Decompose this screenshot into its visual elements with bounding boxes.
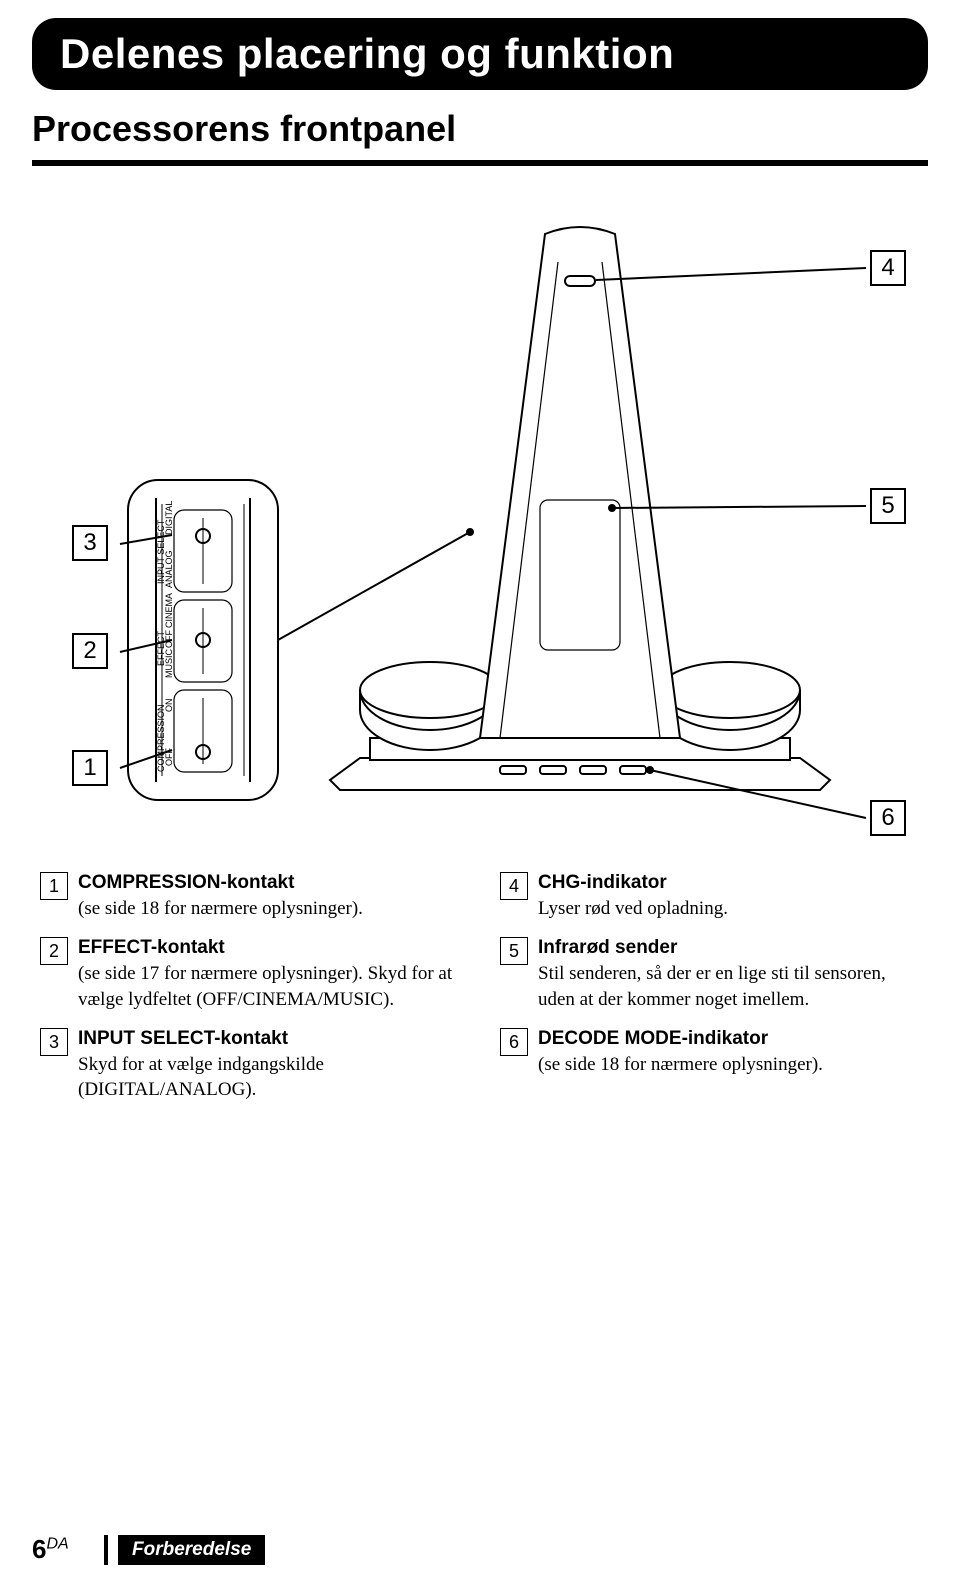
left-column: 1 COMPRESSION-kontakt (se side 18 for næ… (40, 870, 460, 1117)
right-column: 4 CHG-indikator Lyser rød ved opladning.… (500, 870, 920, 1117)
horizontal-rule (32, 160, 928, 166)
desc-body: Stil senderen, så der er en lige sti til… (538, 961, 920, 1012)
front-panel-diagram: ANALOG DIGITAL INPUT SELECT MUSIC OFF CI… (0, 190, 960, 830)
svg-text:COMPRESSION: COMPRESSION (156, 704, 166, 772)
callout-3: 3 (72, 525, 108, 561)
desc-num: 6 (500, 1028, 528, 1056)
desc-body: (se side 18 for nærmere oplysninger). (78, 896, 460, 922)
desc-item-2: 2 EFFECT-kontakt (se side 17 for nærmere… (40, 935, 460, 1012)
desc-num: 4 (500, 872, 528, 900)
desc-num: 2 (40, 937, 68, 965)
page-title-banner: Delenes placering og funktion (32, 18, 928, 90)
desc-head: CHG-indikator (538, 870, 920, 896)
desc-body: Lyser rød ved opladning. (538, 896, 920, 922)
desc-body: Skyd for at vælge indgangskilde (DIGITAL… (78, 1052, 460, 1103)
desc-item-6: 6 DECODE MODE-indikator (se side 18 for … (500, 1026, 920, 1077)
desc-item-5: 5 Infrarød sender Stil senderen, så der … (500, 935, 920, 1012)
description-columns: 1 COMPRESSION-kontakt (se side 18 for næ… (40, 870, 920, 1117)
desc-item-1: 1 COMPRESSION-kontakt (se side 18 for næ… (40, 870, 460, 921)
callout-2: 2 (72, 633, 108, 669)
callout-5: 5 (870, 488, 906, 524)
desc-head: COMPRESSION-kontakt (78, 870, 460, 896)
desc-head: EFFECT-kontakt (78, 935, 460, 961)
page-number: 6DA (32, 1534, 69, 1565)
desc-num: 1 (40, 872, 68, 900)
desc-body: (se side 18 for nærmere oplysninger). (538, 1052, 920, 1078)
svg-text:CINEMA: CINEMA (164, 593, 174, 628)
desc-head: DECODE MODE-indikator (538, 1026, 920, 1052)
svg-text:INPUT SELECT: INPUT SELECT (156, 519, 166, 584)
desc-num: 5 (500, 937, 528, 965)
desc-num: 3 (40, 1028, 68, 1056)
desc-head: INPUT SELECT-kontakt (78, 1026, 460, 1052)
callout-6: 6 (870, 800, 906, 836)
desc-item-3: 3 INPUT SELECT-kontakt Skyd for at vælge… (40, 1026, 460, 1103)
desc-body: (se side 17 for nærmere oplysninger). Sk… (78, 961, 460, 1012)
callout-4: 4 (870, 250, 906, 286)
desc-item-4: 4 CHG-indikator Lyser rød ved opladning. (500, 870, 920, 921)
desc-head: Infrarød sender (538, 935, 920, 961)
callout-1: 1 (72, 750, 108, 786)
footer-section-tag: Forberedelse (118, 1535, 265, 1565)
svg-text:EFFECT: EFFECT (156, 630, 166, 666)
page-subtitle: Processorens frontpanel (32, 108, 456, 150)
